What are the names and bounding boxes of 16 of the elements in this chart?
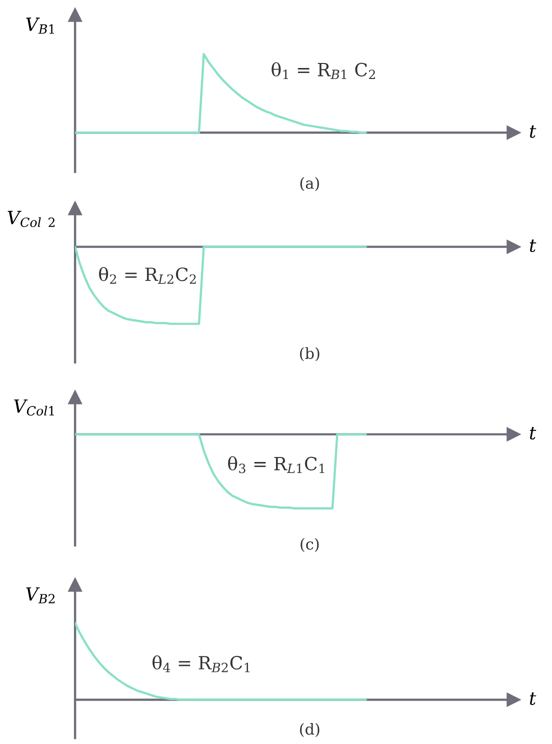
text: (b): [300, 347, 320, 362]
annotation: θ$_{4}$ = R$_{B2}$C$_{1}$: [152, 655, 250, 672]
annotation: θ$_{3}$ = R$_{L1}$C$_{1}$: [228, 456, 324, 474]
x-axis-title: t: [530, 240, 536, 252]
y-axis-title: V$_{B1}$: [26, 18, 54, 34]
y-axis-title: V$_{B2}$: [26, 587, 55, 604]
y-axis-title: V$_{Col1}$: [14, 399, 54, 416]
text: (d): [300, 722, 320, 737]
x-axis-title: t: [530, 692, 536, 705]
x-axis-title: t: [530, 427, 536, 440]
annotation: θ$_{1}$ = R$_{B1}$ C$_{2}$: [272, 62, 375, 80]
y-axis-title: V$_{Col 2}$: [8, 210, 55, 228]
text: (c): [300, 538, 319, 552]
text: (a): [300, 177, 319, 192]
x-axis-title: t: [530, 125, 536, 138]
annotation: θ$_{2}$ = R$_{L2}$C$_{2}$: [99, 266, 196, 284]
